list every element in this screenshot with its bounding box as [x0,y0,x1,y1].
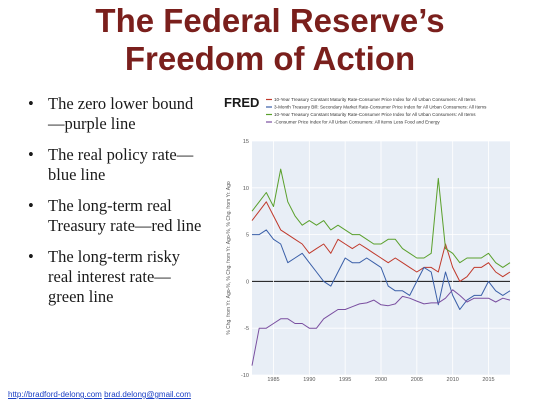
legend-entry: 3-Month Treasury Bill: Secondary Market … [274,105,487,110]
footer-link-email[interactable]: brad.delong@gmail.com [104,390,191,399]
footer-link-blog[interactable]: http://bradford-delong.com [8,390,102,399]
x-tick-label: 2005 [411,377,423,381]
bullet-glyph: • [28,196,34,215]
legend-entry: 10-Year Treasury Constant Maturity Rate-… [274,112,476,117]
bullet-text: The long-term risky [48,247,180,266]
series-line-1 [251,201,511,282]
bullet-text: Treasury rate—red line [48,216,202,235]
y-axis-label: % Chg. from Yr. Ago-%, % Chg. from Yr. A… [226,181,232,335]
series-line-4 [251,289,511,366]
chart-svg: FRED 10-Year Treasury Constant Maturity … [222,93,514,383]
bullet-text: The real policy rate— [48,145,194,164]
title-line-2: Freedom of Action [124,40,416,77]
series-line-3 [251,168,511,268]
bullet-text: The long-term real [48,196,172,215]
bullet-item: • The zero lower bound —purple line [26,94,226,134]
bullet-text: blue line [48,165,106,184]
x-tick-label: 2000 [375,377,387,381]
axis-labels: -10 -5 0 5 10 15 1985 1990 1995 2000 2005 2010 2015 [241,139,495,383]
bullet-glyph: • [28,145,34,164]
bullet-item: • The long-term risky real interest rate… [26,247,226,307]
y-tick-label: 10 [243,186,249,192]
y-tick-label: 5 [246,233,249,239]
x-tick-label: 1995 [339,377,351,381]
bullet-text: —purple line [48,114,136,133]
legend-entry: -Consumer Price Index for All Urban Cons… [274,120,440,125]
bullet-glyph: • [28,247,34,266]
footer: http://bradford-delong.com brad.delong@g… [8,390,191,399]
slide-title: The Federal Reserve’s Freedom of Action [0,2,540,78]
x-tick-label: 1985 [267,377,279,381]
bullet-text: The zero lower bound [48,94,194,113]
series-line-2 [252,229,511,310]
bullet-glyph: • [28,94,34,113]
bullet-item: • The long-term real Treasury rate—red l… [26,196,226,236]
fred-chart: FRED 10-Year Treasury Constant Maturity … [222,93,514,383]
series-lines [251,168,511,366]
fred-logo: FRED [224,95,259,110]
x-tick-label: 1990 [303,377,315,381]
x-tick-label: 2015 [482,377,494,381]
y-tick-label: 15 [243,139,249,145]
bullet-item: • The real policy rate— blue line [26,145,226,185]
legend-entry: 10-Year Treasury Constant Maturity Rate-… [274,97,476,102]
y-tick-label: -10 [241,373,249,379]
bullet-text: real interest rate— [48,267,171,286]
y-tick-label: -5 [244,326,249,332]
bullet-text: green line [48,287,114,306]
y-tick-label: 0 [246,279,249,285]
bullet-list: • The zero lower bound —purple line • Th… [26,94,226,318]
x-tick-label: 2010 [447,377,459,381]
chart-legend: 10-Year Treasury Constant Maturity Rate-… [266,97,487,125]
title-line-1: The Federal Reserve’s [95,2,445,39]
